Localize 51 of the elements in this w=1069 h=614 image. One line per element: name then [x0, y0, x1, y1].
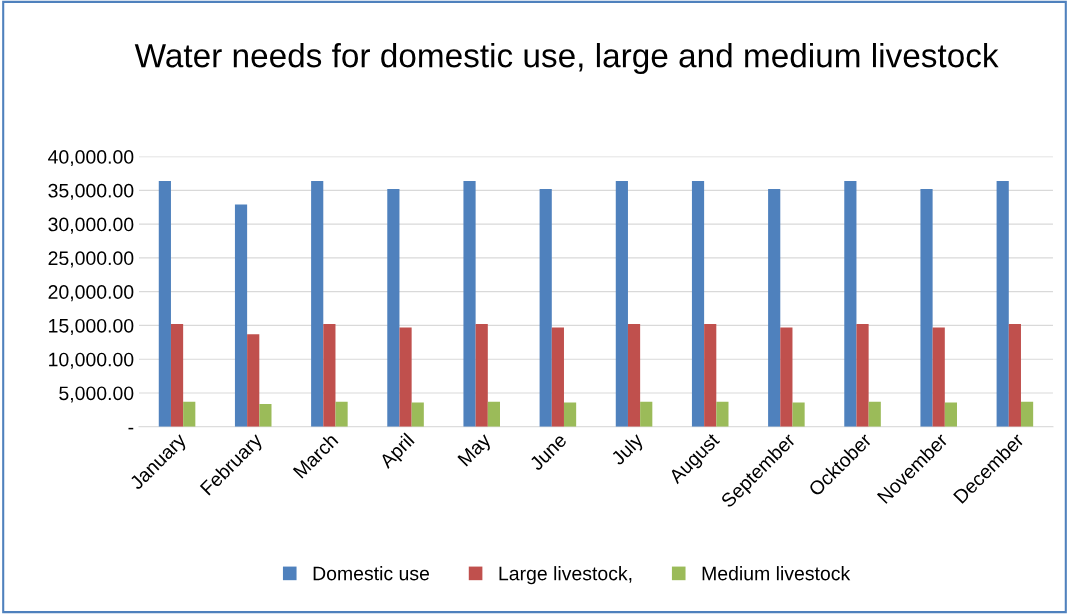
- bar: [704, 324, 717, 427]
- bar: [487, 401, 500, 427]
- legend-label: Medium livestock: [702, 566, 851, 581]
- bar: [259, 404, 272, 427]
- bar: [335, 401, 348, 427]
- bar: [856, 324, 869, 427]
- bar: [539, 188, 552, 427]
- bar: [1020, 401, 1034, 427]
- bar: [944, 402, 957, 427]
- y-tick-label: 25,000.00: [48, 251, 134, 268]
- bar: [868, 401, 881, 427]
- bar: [463, 180, 476, 427]
- y-tick-label: 30,000.00: [48, 217, 134, 234]
- bar: [563, 402, 577, 427]
- bar: [247, 334, 260, 427]
- bar: [183, 401, 196, 427]
- bar: [716, 401, 729, 427]
- y-tick-label: 20,000.00: [48, 285, 134, 302]
- bar: [551, 327, 564, 427]
- legend-label: Domestic use: [313, 566, 430, 581]
- bar: [311, 180, 324, 427]
- bar: [640, 401, 653, 427]
- bar: [475, 324, 488, 427]
- y-tick-label: 35,000.00: [48, 183, 134, 200]
- bar: [780, 327, 793, 427]
- bar: [170, 324, 184, 427]
- y-tick-label: 40,000.00: [48, 150, 134, 167]
- y-tick-label: 15,000.00: [49, 318, 134, 335]
- bar: [627, 324, 641, 427]
- y-tick-label: -: [128, 427, 134, 430]
- y-tick-label: 5,000.00: [59, 386, 134, 403]
- bar: [411, 402, 424, 427]
- bar: [932, 327, 945, 427]
- bar: [844, 180, 857, 427]
- x-tick-label: May: [457, 432, 495, 470]
- bar: [615, 180, 628, 427]
- bar: [996, 180, 1009, 427]
- bar: [792, 402, 805, 427]
- bar: [691, 180, 705, 427]
- bar: [768, 188, 781, 427]
- bar: [387, 188, 400, 427]
- bar: [234, 204, 248, 427]
- legend-label: Large livestock,: [499, 566, 632, 585]
- chart-title: Water needs for domestic use, large and medium livestock: [134, 42, 999, 75]
- bar: [399, 327, 412, 427]
- bar: [920, 188, 933, 427]
- bar: [158, 180, 171, 427]
- x-tick-label: July: [609, 431, 647, 469]
- y-tick-label: 10,000.00: [49, 352, 134, 369]
- bar: [323, 324, 336, 427]
- bar: [1008, 324, 1021, 427]
